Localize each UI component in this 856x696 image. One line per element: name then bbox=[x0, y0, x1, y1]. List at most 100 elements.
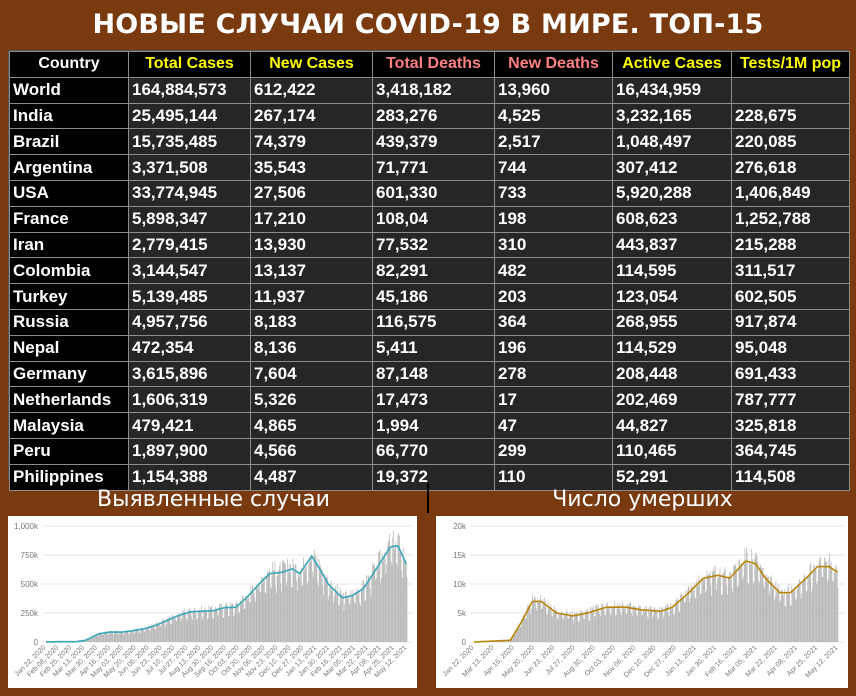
daily-bar bbox=[547, 602, 549, 642]
daily-bar bbox=[108, 631, 110, 642]
daily-bar bbox=[390, 561, 392, 642]
daily-bar bbox=[372, 563, 373, 642]
daily-bar bbox=[597, 604, 599, 642]
daily-bar bbox=[273, 570, 274, 642]
daily-bar bbox=[674, 603, 676, 642]
daily-bar bbox=[107, 634, 109, 642]
daily-bar bbox=[546, 614, 547, 642]
daily-bar bbox=[143, 629, 144, 642]
cases-chart-title: Выявленные случаи bbox=[97, 486, 330, 512]
table-row: Peru 1,897,900 4,566 66,770 299 110,465 364,74… bbox=[9, 437, 850, 465]
daily-bar bbox=[128, 633, 129, 642]
daily-bar bbox=[684, 602, 685, 642]
table-row: Iran 2,779,415 13,930 77,532 310 443,837 215,2… bbox=[9, 231, 850, 259]
daily-bar bbox=[578, 621, 580, 642]
daily-bar bbox=[130, 631, 132, 642]
daily-bar bbox=[118, 634, 120, 642]
value-cell: 33,774,945 bbox=[128, 179, 251, 207]
daily-bar bbox=[92, 636, 94, 642]
daily-bar bbox=[200, 610, 201, 642]
daily-bar bbox=[698, 575, 700, 642]
daily-bar bbox=[182, 612, 184, 642]
daily-bar bbox=[310, 554, 312, 642]
daily-bar bbox=[836, 569, 838, 642]
daily-bar bbox=[787, 594, 789, 642]
daily-bar bbox=[819, 558, 821, 642]
daily-bar bbox=[232, 603, 234, 642]
daily-bar bbox=[101, 634, 103, 642]
value-cell: 108,04 bbox=[372, 205, 495, 233]
daily-bar bbox=[541, 608, 543, 642]
daily-bar bbox=[399, 536, 400, 642]
daily-bar bbox=[771, 575, 772, 642]
daily-bar bbox=[152, 625, 153, 642]
daily-bar bbox=[620, 613, 622, 642]
daily-bar bbox=[823, 567, 824, 642]
daily-bar bbox=[761, 567, 762, 642]
daily-bar bbox=[274, 561, 276, 642]
daily-bar bbox=[519, 625, 520, 642]
daily-bar bbox=[625, 605, 626, 642]
daily-bar bbox=[829, 554, 831, 642]
daily-bar bbox=[111, 632, 113, 642]
table-row: Germany 3,615,896 7,604 87,148 278 208,448 691… bbox=[9, 360, 850, 388]
daily-bar bbox=[515, 634, 516, 642]
daily-bar bbox=[715, 565, 716, 642]
daily-bar bbox=[290, 563, 292, 642]
daily-bar bbox=[204, 606, 206, 642]
daily-bar bbox=[618, 608, 620, 642]
daily-bar bbox=[553, 611, 554, 642]
daily-bar bbox=[308, 563, 310, 642]
daily-bar bbox=[180, 621, 182, 642]
daily-bar bbox=[671, 607, 673, 642]
daily-bar bbox=[731, 587, 733, 642]
daily-bar bbox=[140, 629, 141, 642]
value-cell: 198 bbox=[494, 205, 613, 233]
y-tick-label: 0 bbox=[462, 638, 467, 647]
daily-bar bbox=[176, 621, 177, 642]
daily-bar bbox=[606, 603, 607, 642]
daily-bar bbox=[112, 633, 114, 642]
daily-bar bbox=[833, 581, 834, 642]
daily-bar bbox=[244, 608, 246, 642]
daily-bar bbox=[188, 607, 190, 642]
daily-bar bbox=[594, 616, 596, 642]
daily-bar bbox=[541, 608, 542, 642]
daily-bar bbox=[340, 591, 342, 642]
daily-bar bbox=[143, 632, 145, 642]
daily-bar bbox=[271, 576, 273, 642]
y-tick-label: 0 bbox=[34, 638, 39, 647]
daily-bar bbox=[696, 579, 697, 642]
daily-bar bbox=[259, 591, 261, 642]
daily-bar bbox=[220, 603, 222, 642]
daily-bar bbox=[629, 602, 631, 642]
daily-bar bbox=[595, 605, 597, 642]
daily-bar bbox=[834, 569, 836, 642]
daily-bar bbox=[347, 596, 349, 642]
daily-bar bbox=[545, 606, 547, 642]
daily-bar bbox=[219, 603, 220, 642]
daily-bar bbox=[134, 629, 136, 642]
daily-bar bbox=[249, 601, 250, 642]
daily-bar bbox=[369, 577, 370, 642]
daily-bar bbox=[799, 580, 801, 642]
daily-bar bbox=[692, 587, 694, 642]
daily-bar bbox=[198, 611, 199, 642]
daily-bar bbox=[836, 566, 837, 642]
daily-bar bbox=[525, 618, 527, 642]
daily-bar bbox=[293, 564, 295, 642]
daily-bar bbox=[167, 619, 169, 642]
daily-bar bbox=[682, 594, 684, 642]
daily-bar bbox=[592, 609, 594, 642]
daily-bar bbox=[712, 572, 713, 642]
value-cell: 114,595 bbox=[612, 257, 732, 285]
daily-bar bbox=[817, 581, 818, 642]
table-row: Malaysia 479,421 4,865 1,994 47 44,827 325,818 bbox=[9, 412, 850, 439]
daily-bar bbox=[582, 613, 584, 642]
daily-bar bbox=[750, 565, 752, 642]
daily-bar bbox=[767, 577, 768, 642]
value-cell: 4,865 bbox=[250, 412, 373, 439]
daily-bar bbox=[799, 578, 800, 642]
y-tick-label: 500k bbox=[21, 580, 39, 589]
daily-bar bbox=[733, 566, 734, 642]
